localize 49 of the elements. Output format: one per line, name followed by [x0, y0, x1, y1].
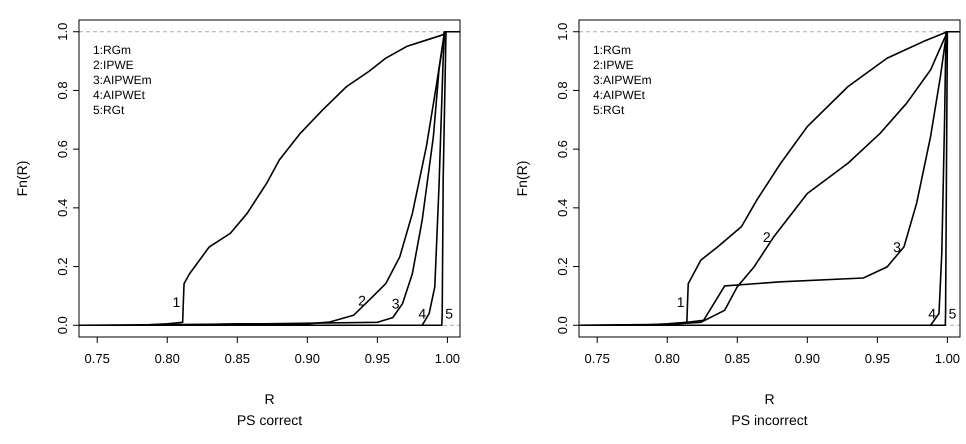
annotation: 5:RGt: [93, 103, 126, 117]
y-tick-label: 0.8: [555, 81, 570, 100]
annotation: 3: [392, 296, 400, 312]
annotation: 2: [762, 228, 771, 245]
y-tick-label: 0.4: [55, 198, 70, 217]
annotation: 1:RGm: [93, 43, 132, 57]
y-axis-title: Fn(R): [514, 160, 530, 196]
annotation: 4: [928, 306, 936, 322]
annotation: 3:AIPWEm: [593, 73, 652, 87]
x-tick-label: 0.95: [364, 351, 390, 366]
annotation: 2:IPWE: [593, 58, 634, 72]
y-tick-label: 0.0: [555, 316, 570, 334]
y-tick-label: 0.6: [55, 140, 70, 158]
y-tick-label: 0.8: [55, 81, 70, 100]
x-tick-label: 0.80: [654, 351, 680, 366]
x-tick-label: 1.00: [434, 351, 460, 366]
y-tick-label: 0.4: [555, 198, 570, 217]
x-tick-label: 0.85: [224, 351, 250, 366]
annotation: 4:AIPWEt: [593, 88, 646, 102]
y-tick-label: 0.2: [555, 258, 570, 276]
annotation: 3: [893, 238, 902, 255]
annotation: 5: [948, 306, 957, 322]
x-axis-title: R: [264, 391, 275, 407]
annotation: 4: [418, 306, 426, 322]
x-tick-label: 0.90: [294, 351, 320, 366]
annotation: 4:AIPWEt: [93, 88, 146, 102]
annotation: 1: [172, 294, 181, 310]
annotation: 1:RGm: [593, 43, 632, 57]
y-tick-label: 0.6: [555, 140, 570, 158]
x-tick-label: 0.75: [584, 351, 610, 366]
x-axis-title: R: [764, 391, 775, 407]
x-tick-label: 0.90: [794, 351, 820, 366]
y-tick-label: 0.0: [55, 316, 70, 334]
text: PS incorrect: [731, 412, 808, 428]
annotation: 5:RGt: [593, 103, 626, 117]
annotation: 2:IPWE: [93, 58, 134, 72]
x-tick-label: 0.80: [154, 351, 180, 366]
y-tick-label: 0.2: [55, 258, 70, 276]
text: PS correct: [236, 412, 302, 428]
annotation: 5: [445, 306, 454, 322]
x-tick-label: 1.00: [934, 351, 960, 366]
annotation: 1: [676, 294, 685, 310]
x-tick-label: 0.95: [864, 351, 890, 366]
y-tick-label: 1.0: [555, 22, 570, 41]
y-axis-title: Fn(R): [14, 160, 30, 196]
annotation: 3:AIPWEm: [93, 73, 152, 87]
y-tick-label: 1.0: [55, 22, 70, 41]
x-tick-label: 0.75: [84, 351, 110, 366]
x-tick-label: 0.85: [724, 351, 750, 366]
